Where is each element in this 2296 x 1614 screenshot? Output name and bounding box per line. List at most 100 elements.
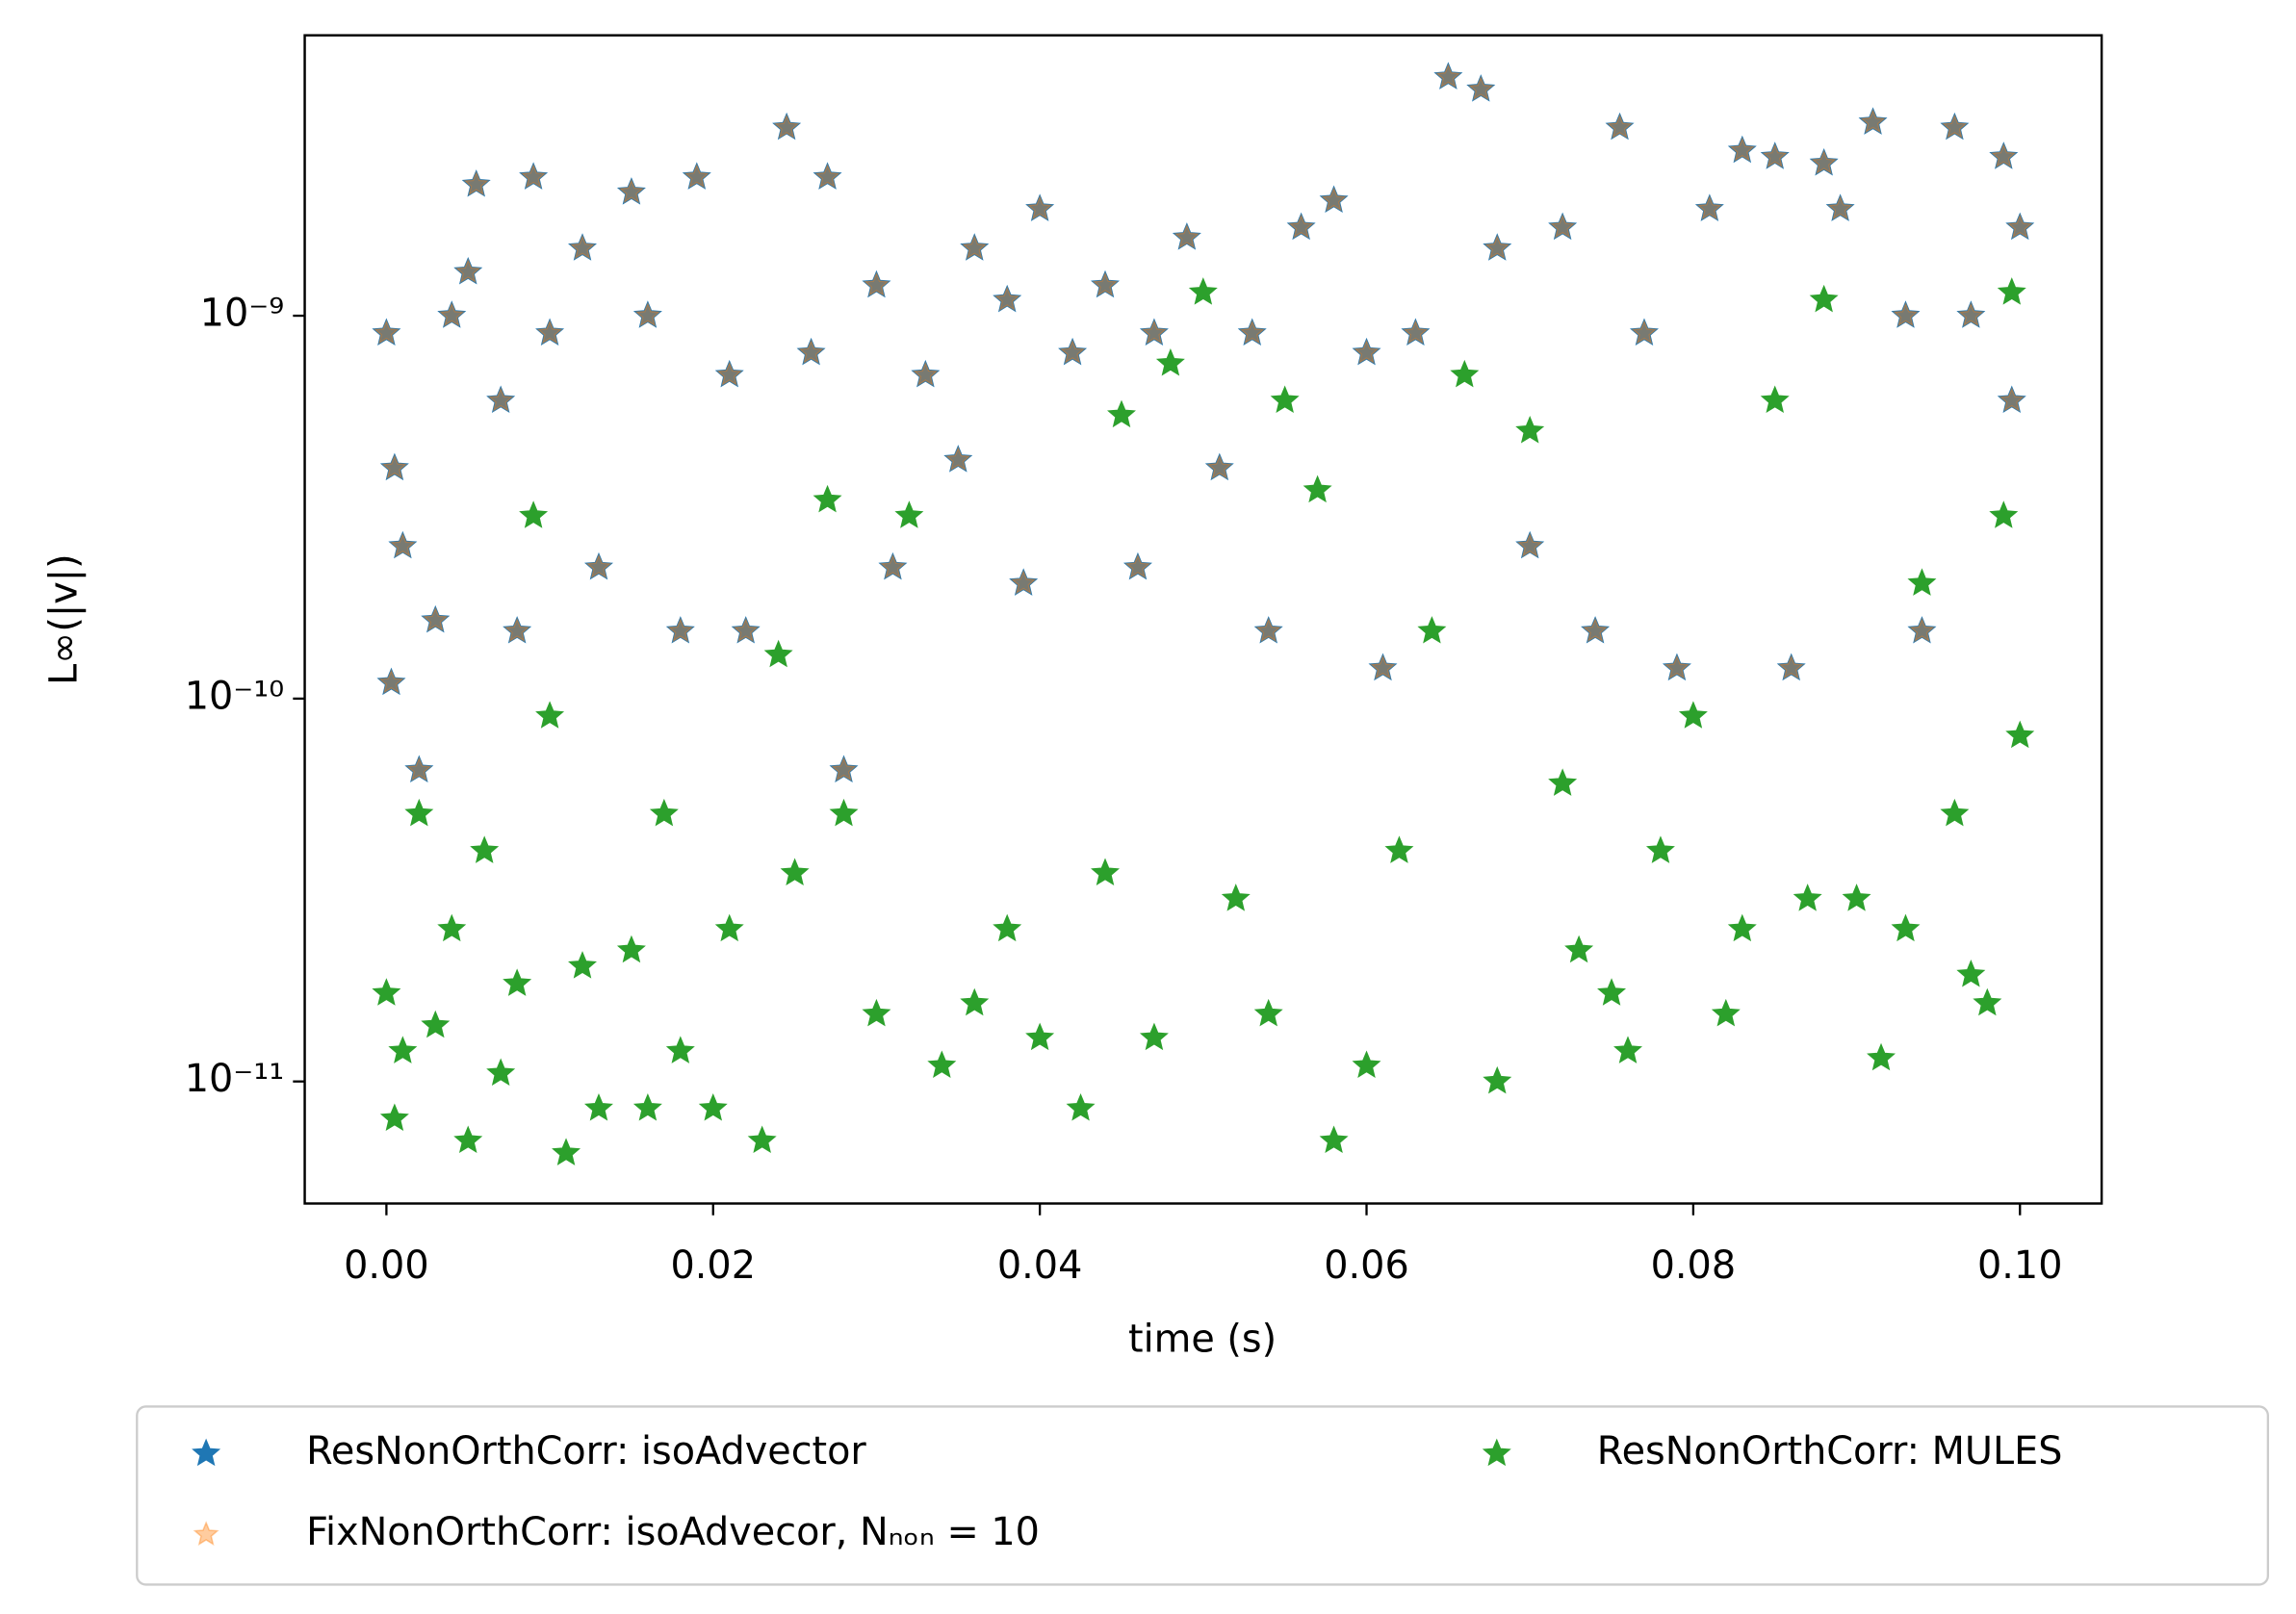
data-point xyxy=(829,755,859,783)
data-point xyxy=(814,163,841,189)
data-point xyxy=(486,1058,516,1086)
data-point xyxy=(1842,884,1871,911)
data-point xyxy=(714,913,744,942)
data-point xyxy=(798,339,825,365)
data-point xyxy=(1762,142,1789,168)
data-point xyxy=(552,1138,581,1166)
data-point xyxy=(568,951,597,979)
data-point xyxy=(1907,616,1937,644)
data-point xyxy=(2006,214,2033,239)
data-point xyxy=(1237,318,1267,346)
data-point xyxy=(381,454,408,479)
data-point xyxy=(584,1093,613,1121)
data-point xyxy=(454,258,481,284)
data-point xyxy=(585,553,612,579)
data-point xyxy=(1139,1022,1169,1051)
data-point xyxy=(470,835,500,863)
data-point xyxy=(1270,385,1300,414)
data-point xyxy=(568,233,597,261)
data-point xyxy=(1353,339,1380,365)
data-point xyxy=(437,913,467,942)
data-point xyxy=(1662,653,1691,681)
data-point xyxy=(863,271,890,297)
data-point xyxy=(1091,858,1120,885)
data-point xyxy=(569,234,596,260)
y-tick-label: 10⁻¹⁰ xyxy=(185,674,284,718)
data-point xyxy=(1434,63,1461,89)
data-point xyxy=(1288,214,1315,239)
legend-marker xyxy=(1482,1438,1511,1467)
data-point xyxy=(1206,454,1233,479)
data-point xyxy=(1255,617,1282,643)
data-point xyxy=(616,177,646,205)
data-point xyxy=(927,1050,957,1078)
data-point xyxy=(421,1010,451,1038)
data-point xyxy=(1940,112,1970,141)
data-point xyxy=(763,639,793,668)
data-point xyxy=(535,318,565,346)
data-point xyxy=(1907,568,1937,596)
data-point xyxy=(1253,998,1283,1027)
data-point xyxy=(1858,107,1888,135)
data-point xyxy=(1025,1022,1055,1051)
data-point xyxy=(943,445,973,473)
data-point xyxy=(1253,616,1283,644)
data-point xyxy=(1124,553,1151,579)
data-point xyxy=(1760,385,1790,414)
data-point xyxy=(665,616,695,644)
data-point xyxy=(1417,616,1447,644)
data-point xyxy=(379,1103,409,1131)
data-point xyxy=(422,606,449,632)
data-point xyxy=(780,858,810,885)
data-point xyxy=(682,162,711,190)
data-point xyxy=(1630,318,1659,346)
data-point xyxy=(388,530,418,559)
legend-marker xyxy=(193,1521,219,1546)
data-point xyxy=(1678,701,1708,729)
data-point xyxy=(1384,835,1414,863)
data-point xyxy=(1141,320,1168,345)
y-tick-label: 10⁻⁹ xyxy=(200,292,284,336)
data-point xyxy=(773,114,800,140)
legend-box xyxy=(136,1405,2269,1586)
data-point xyxy=(1352,337,1381,366)
data-point xyxy=(421,604,451,633)
data-point xyxy=(377,669,405,694)
data-point xyxy=(1286,212,1316,241)
legend-marker xyxy=(192,1438,221,1467)
data-point xyxy=(1811,149,1838,175)
data-point xyxy=(813,484,842,513)
data-point xyxy=(830,756,858,781)
data-point xyxy=(404,798,434,827)
data-point xyxy=(461,169,491,197)
data-point xyxy=(1581,616,1611,644)
data-point xyxy=(536,320,563,345)
data-point xyxy=(535,701,565,729)
data-point xyxy=(1204,452,1234,481)
data-point xyxy=(1729,137,1756,162)
data-point xyxy=(1483,234,1510,260)
data-point xyxy=(438,301,465,327)
data-point xyxy=(1582,617,1609,643)
data-point xyxy=(453,1125,483,1154)
data-point xyxy=(1239,320,1266,345)
x-tick-label: 0.04 xyxy=(997,1243,1082,1288)
legend-label: ResNonOrthCorr: MULES xyxy=(1597,1429,2063,1473)
data-point xyxy=(1467,75,1494,101)
data-point xyxy=(1892,301,1920,327)
data-point xyxy=(376,667,406,696)
data-point xyxy=(1891,300,1921,328)
data-point xyxy=(1809,147,1839,176)
data-point xyxy=(1548,212,1578,241)
data-point xyxy=(1483,1065,1512,1094)
data-point xyxy=(993,913,1022,942)
data-point xyxy=(1401,318,1431,346)
data-point xyxy=(1515,530,1545,559)
data-point xyxy=(632,1093,662,1121)
data-point xyxy=(879,553,906,579)
data-point xyxy=(1549,214,1576,239)
data-point xyxy=(993,286,1020,312)
data-point xyxy=(1026,194,1053,220)
y-tick-label: 10⁻¹¹ xyxy=(185,1057,284,1101)
data-point xyxy=(667,617,694,643)
